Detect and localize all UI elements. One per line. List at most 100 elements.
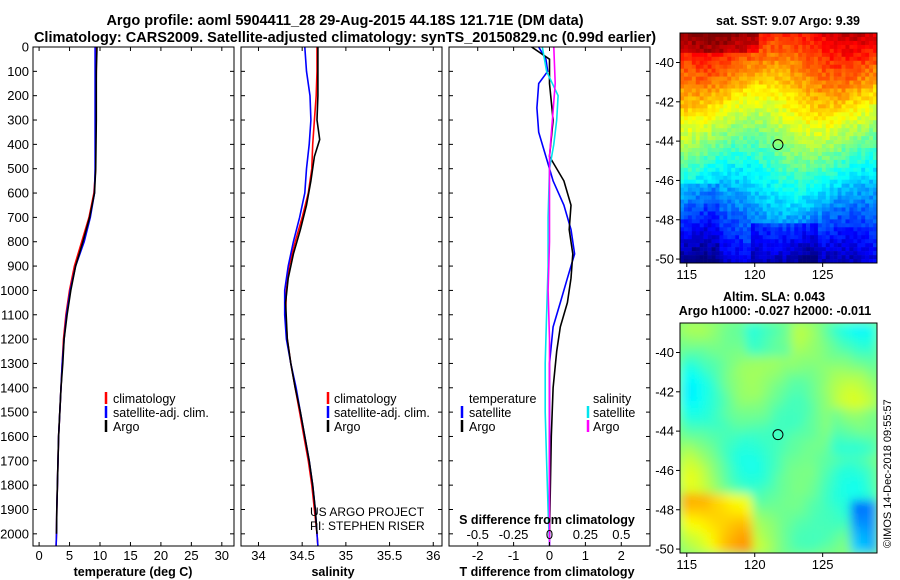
- sla-cell: [785, 434, 793, 442]
- sst-cell: [743, 40, 748, 46]
- sst-cell: [873, 136, 878, 141]
- sst-cell: [727, 207, 732, 212]
- sst-cell: [833, 96, 838, 101]
- sst-cell: [794, 72, 799, 77]
- sst-cell: [680, 64, 685, 69]
- sla-cell: [693, 507, 701, 515]
- sst-cell: [680, 104, 685, 109]
- sst-cell: [865, 247, 870, 252]
- sst-cell: [790, 52, 795, 58]
- sst-cell: [680, 44, 685, 50]
- sla-cell: [870, 355, 877, 363]
- sla-cell: [725, 382, 734, 390]
- sla-cell: [824, 434, 832, 442]
- sst-cell: [837, 183, 842, 188]
- sla-cell: [824, 447, 832, 455]
- sla-cell: [758, 349, 766, 357]
- sst-cell: [817, 128, 823, 133]
- sla-cell: [719, 441, 727, 449]
- sst-cell: [857, 231, 862, 236]
- sst-cell: [743, 215, 748, 220]
- sst-cell: [707, 191, 712, 196]
- sla-cell: [791, 395, 799, 403]
- sst-cell: [810, 199, 815, 204]
- sla-cell: [791, 375, 799, 383]
- sst-cell: [746, 187, 752, 192]
- sst-cell: [719, 223, 724, 228]
- sst-cell: [735, 255, 740, 260]
- sla-cell: [771, 507, 779, 515]
- sst-cell: [869, 207, 874, 212]
- sst-cell: [790, 155, 795, 161]
- sst-cell: [774, 136, 779, 141]
- sst-cell: [746, 175, 752, 181]
- sla-cell: [798, 415, 806, 423]
- sla-cell: [745, 526, 753, 534]
- sst-cell: [683, 92, 689, 97]
- sla-cell: [831, 329, 839, 337]
- sst-cell: [845, 136, 850, 141]
- sla-cell: [706, 336, 714, 344]
- sst-cell: [746, 100, 752, 105]
- sst-cell: [806, 84, 811, 89]
- sst-cell: [699, 219, 704, 224]
- sst-cell: [739, 68, 744, 73]
- sst-cell: [770, 251, 775, 256]
- sst-cell: [817, 247, 823, 252]
- sst-cell: [821, 223, 827, 228]
- sst-cell: [739, 108, 744, 113]
- sst-cell: [873, 96, 878, 101]
- sla-cell: [831, 493, 839, 501]
- sst-cell: [746, 239, 752, 244]
- sst-cell: [845, 88, 850, 93]
- sst-cell: [699, 100, 704, 105]
- sst-cell: [699, 151, 704, 157]
- sla-cell: [725, 342, 734, 350]
- sst-cell: [857, 223, 862, 228]
- sst-cell: [707, 199, 712, 204]
- sst-cell: [739, 223, 744, 228]
- sst-cell: [837, 219, 842, 224]
- sst-cell: [739, 124, 744, 129]
- sla-cell: [712, 487, 720, 495]
- sst-cell: [829, 100, 834, 105]
- sla-cell: [693, 474, 701, 482]
- sla-cell: [817, 513, 825, 521]
- sst-cell: [869, 203, 874, 208]
- sst-cell: [750, 163, 756, 169]
- sst-cell: [825, 175, 831, 181]
- sst-cell: [810, 227, 815, 232]
- sst-cell: [711, 64, 716, 69]
- sst-cell: [683, 36, 689, 42]
- sst-cell: [731, 108, 736, 113]
- sst-cell: [794, 151, 799, 157]
- sla-cell: [739, 546, 747, 553]
- sst-cell: [794, 195, 799, 200]
- sst-cell: [727, 231, 732, 236]
- sla-cell: [844, 461, 852, 469]
- sla-cell: [739, 375, 747, 383]
- sst-cell: [691, 179, 697, 184]
- sst-cell: [837, 211, 842, 216]
- sst-cell: [715, 48, 720, 54]
- sst-cell: [857, 124, 862, 129]
- sst-cell: [837, 148, 842, 153]
- sst-cell: [695, 207, 700, 212]
- sla-cell: [824, 487, 832, 495]
- sst-cell: [695, 227, 700, 232]
- sst-cell: [778, 175, 783, 181]
- sst-cell: [746, 88, 752, 93]
- sst-cell: [739, 235, 744, 240]
- sst-cell: [750, 251, 756, 256]
- sla-cell: [831, 355, 839, 363]
- sst-cell: [833, 33, 838, 38]
- sst-cell: [873, 207, 878, 212]
- sst-cell: [833, 199, 838, 204]
- sla-cell: [817, 362, 825, 370]
- sst-cell: [750, 215, 756, 220]
- sst-cell: [699, 116, 704, 121]
- sst-cell: [806, 195, 811, 200]
- sla-cell: [680, 487, 688, 495]
- sla-cell: [745, 323, 753, 331]
- sst-cell: [829, 223, 834, 228]
